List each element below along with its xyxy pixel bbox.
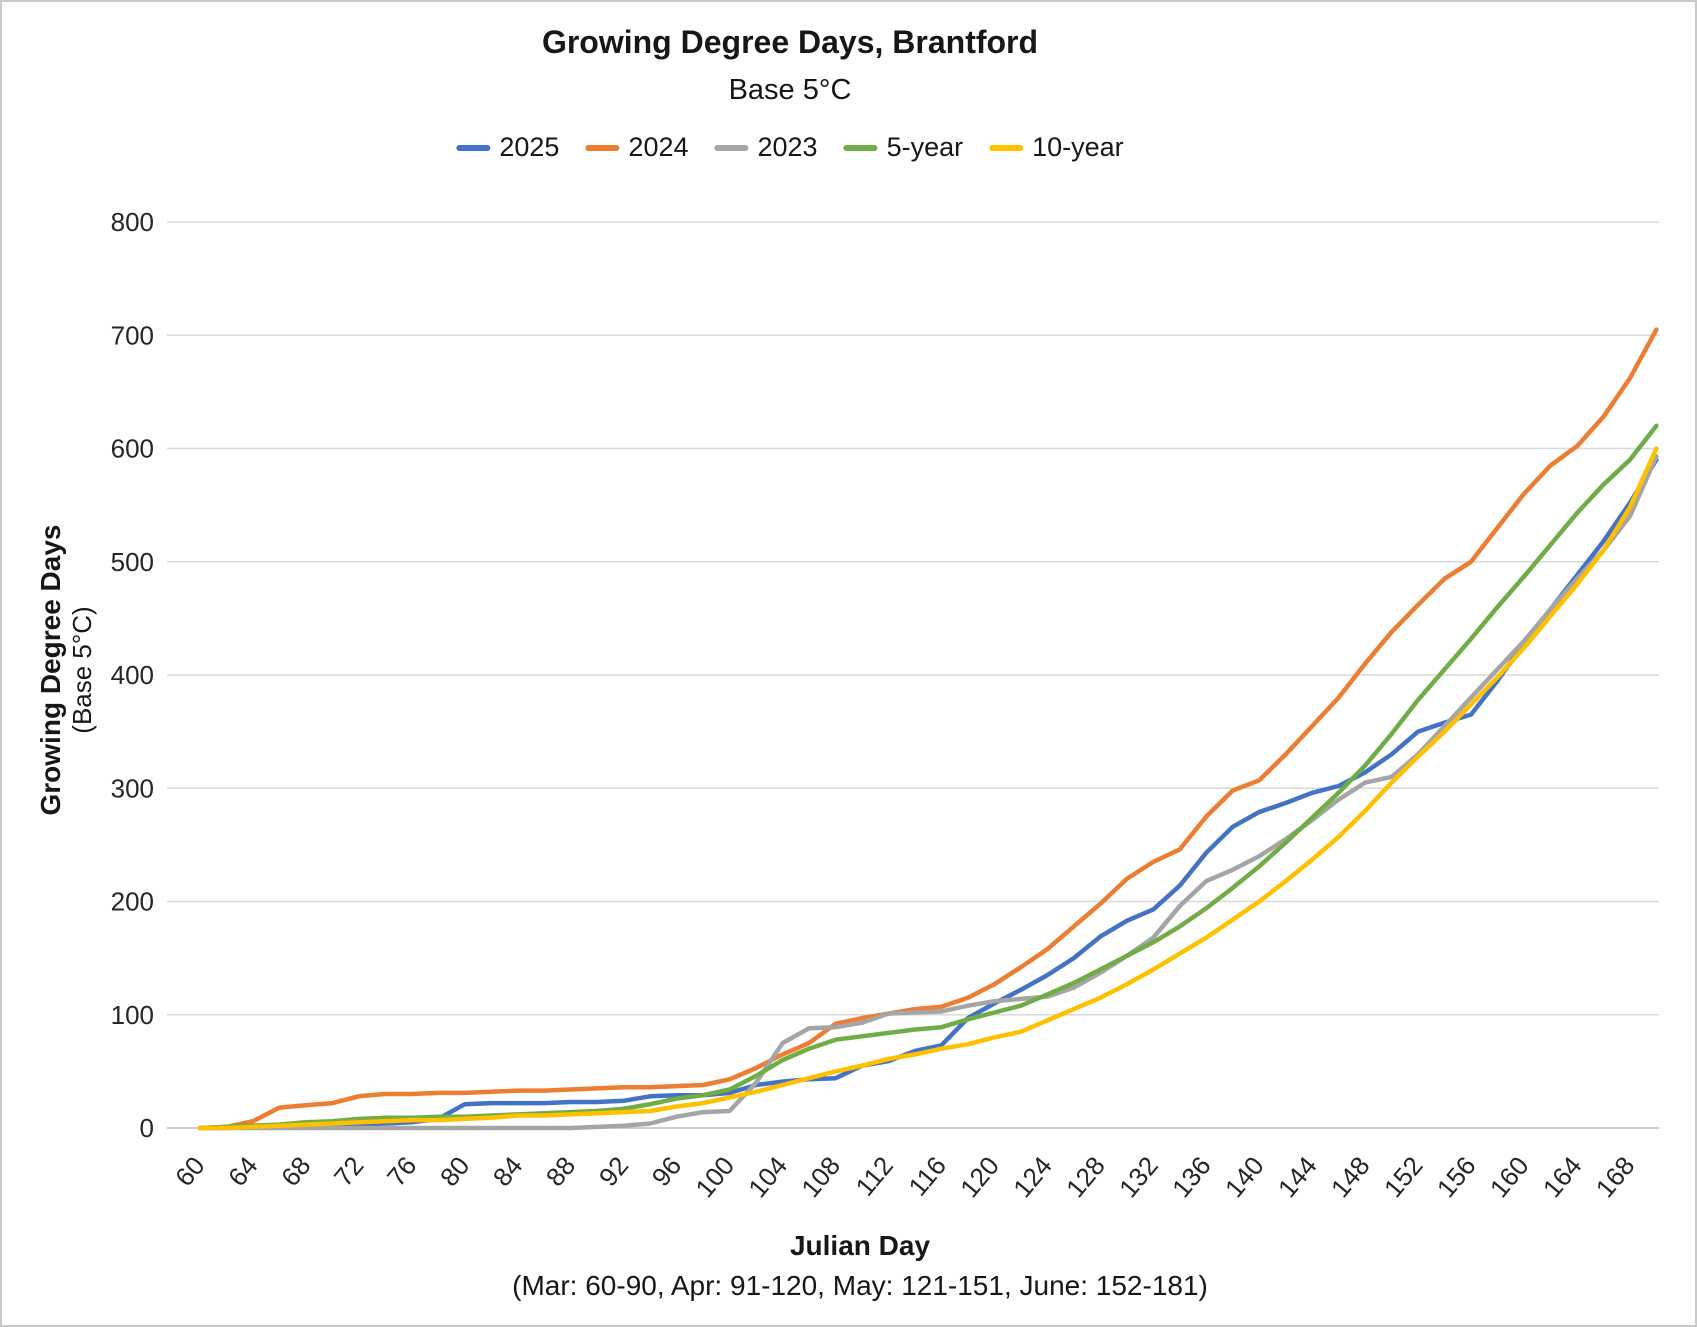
y-axis-title-line1: Growing Degree Days	[34, 524, 66, 816]
x-tick-label-76: 76	[381, 1151, 423, 1192]
x-tick-label-60: 60	[169, 1151, 211, 1192]
chart-title: Growing Degree Days, Brantford	[541, 24, 1039, 60]
y-tick-label-200: 200	[111, 887, 154, 917]
legend-item-2024[interactable]: 2024	[585, 132, 689, 163]
x-tick-label-80: 80	[434, 1151, 476, 1192]
x-tick-label-108: 108	[795, 1151, 846, 1204]
chart-subtitle: Base 5°C	[728, 74, 852, 106]
x-tick-label-96: 96	[646, 1151, 688, 1192]
legend-label-10-year: 10-year	[1032, 132, 1124, 162]
x-tick-label-112: 112	[849, 1151, 899, 1202]
legend-label-2023: 2023	[757, 132, 818, 162]
series-line-5-year	[197, 423, 1659, 1131]
y-tick-label-300: 300	[111, 773, 154, 803]
legend-swatch-10-year	[989, 144, 1024, 151]
y-axis-title: Growing Degree Days (Base 5°C)	[30, 470, 102, 870]
x-tick-label-128: 128	[1060, 1151, 1111, 1204]
x-tick-label-84: 84	[487, 1151, 529, 1192]
x-tick-label-100: 100	[689, 1151, 740, 1204]
y-tick-label-400: 400	[111, 660, 154, 690]
series-line-2024	[197, 327, 1659, 1131]
x-tick-label-164: 164	[1537, 1151, 1588, 1204]
x-tick-label-104: 104	[742, 1151, 793, 1204]
x-tick-label-68: 68	[275, 1151, 317, 1192]
x-tick-label-160: 160	[1484, 1151, 1535, 1204]
legend-swatch-2025	[456, 144, 491, 151]
legend-label-2025: 2025	[499, 132, 560, 162]
y-tick-label-700: 700	[111, 320, 154, 350]
y-axis-title-line2: (Base 5°C)	[67, 606, 98, 734]
legend-item-5-year[interactable]: 5-year	[843, 132, 964, 163]
series-line-10-year	[197, 446, 1659, 1131]
x-tick-label-144: 144	[1272, 1151, 1323, 1204]
x-tick-label-88: 88	[540, 1151, 582, 1192]
x-tick-label-116: 116	[902, 1151, 952, 1202]
x-tick-label-64: 64	[222, 1151, 264, 1192]
legend-swatch-2023	[714, 144, 749, 151]
x-tick-label-132: 132	[1113, 1151, 1164, 1204]
x-axis-title: Julian Day	[789, 1230, 931, 1261]
x-tick-label-120: 120	[954, 1151, 1005, 1204]
x-tick-label-72: 72	[328, 1151, 370, 1192]
x-tick-label-124: 124	[1007, 1151, 1058, 1204]
legend-item-10-year[interactable]: 10-year	[989, 132, 1124, 163]
x-tick-label-140: 140	[1219, 1151, 1270, 1204]
x-tick-label-92: 92	[593, 1151, 635, 1192]
legend-swatch-2024	[585, 144, 620, 151]
y-tick-label-100: 100	[111, 1000, 154, 1030]
y-tick-label-800: 800	[111, 207, 154, 237]
y-tick-label-500: 500	[111, 547, 154, 577]
x-tick-label-168: 168	[1590, 1151, 1641, 1204]
x-tick-label-136: 136	[1166, 1151, 1217, 1204]
y-tick-label-0: 0	[140, 1113, 154, 1143]
x-tick-label-156: 156	[1431, 1151, 1482, 1204]
legend: 2025 2024 2023 5-year 10-year	[456, 132, 1124, 163]
y-tick-label-600: 600	[111, 434, 154, 464]
legend-item-2023[interactable]: 2023	[714, 132, 818, 163]
legend-swatch-5-year	[843, 144, 878, 151]
legend-label-5-year: 5-year	[886, 132, 964, 162]
x-axis-note: (Mar: 60-90, Apr: 91-120, May: 121-151, …	[512, 1270, 1208, 1301]
x-tick-label-148: 148	[1325, 1151, 1376, 1204]
x-tick-label-152: 152	[1378, 1151, 1429, 1204]
legend-label-2024: 2024	[628, 132, 689, 162]
legend-item-2025[interactable]: 2025	[456, 132, 559, 163]
